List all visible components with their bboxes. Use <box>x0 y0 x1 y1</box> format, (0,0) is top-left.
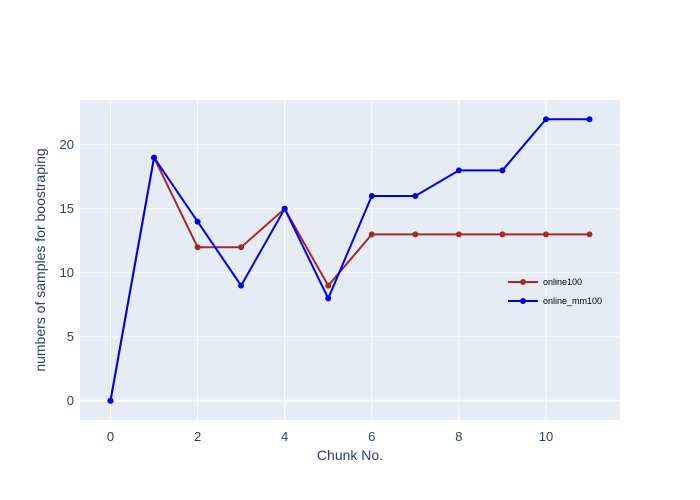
y-tick-label: 5 <box>67 329 74 344</box>
data-point-online100 <box>455 231 462 238</box>
data-point-online_mm100 <box>238 282 245 289</box>
data-point-online_mm100 <box>542 116 549 123</box>
data-point-online_mm100 <box>194 218 201 225</box>
legend-label: online100 <box>543 277 582 287</box>
data-point-online_mm100 <box>325 295 332 302</box>
y-tick-label: 15 <box>60 201 74 216</box>
data-point-online100 <box>325 282 332 289</box>
legend-marker-online_mm100 <box>520 298 526 304</box>
data-point-online100 <box>586 231 593 238</box>
y-axis-title: numbers of samples for boostraping <box>32 148 48 371</box>
series-line-online100 <box>109 154 590 401</box>
legend-marker-online100 <box>520 279 526 285</box>
y-tick-label: 20 <box>60 137 74 152</box>
data-point-online_mm100 <box>107 397 114 404</box>
data-point-online_mm100 <box>455 167 462 174</box>
x-tick-label: 4 <box>281 429 288 444</box>
y-tick-label: 0 <box>67 393 74 408</box>
x-tick-label: 6 <box>368 429 375 444</box>
x-tick-label: 8 <box>455 429 462 444</box>
data-point-online100 <box>542 231 549 238</box>
series-line-online_mm100 <box>109 118 590 401</box>
x-axis-title: Chunk No. <box>317 447 383 463</box>
x-axis-ticks: 0 2 4 6 8 10 <box>107 429 553 444</box>
data-point-online_mm100 <box>499 167 506 174</box>
data-point-online100 <box>412 231 419 238</box>
gridlines <box>80 100 620 420</box>
data-point-online100 <box>194 244 201 251</box>
data-point-online100 <box>499 231 506 238</box>
series-layer <box>107 116 593 404</box>
legend: online100 online_mm100 <box>508 277 602 306</box>
data-point-online_mm100 <box>151 154 158 161</box>
data-point-online_mm100 <box>368 193 375 199</box>
x-tick-label: 10 <box>539 429 553 444</box>
data-point-online100 <box>238 244 245 251</box>
data-point-online100 <box>368 231 375 238</box>
data-point-online_mm100 <box>586 116 593 123</box>
x-tick-label: 2 <box>194 429 201 444</box>
data-point-online_mm100 <box>281 205 288 212</box>
x-tick-label: 0 <box>107 429 114 444</box>
y-axis-ticks: 0 5 10 15 20 <box>60 137 74 408</box>
y-tick-label: 10 <box>60 265 74 280</box>
legend-label: online_mm100 <box>543 296 602 306</box>
data-point-online_mm100 <box>412 193 419 199</box>
